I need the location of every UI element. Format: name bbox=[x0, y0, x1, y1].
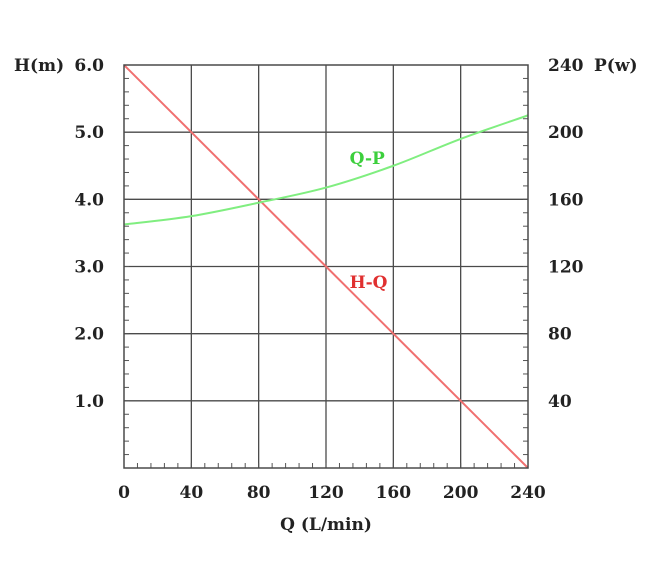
y-right-tick-label: 80 bbox=[548, 325, 572, 345]
y-left-tick-label: 6.0 bbox=[74, 56, 104, 76]
label-layer: H-Q Q-P 0 40 80 120 160 200 240 1.0 2.0 3.0 4.0 5.0 6.… bbox=[14, 56, 638, 535]
y-right-tick-label: 240 bbox=[548, 56, 584, 76]
x-tick-label: 0 bbox=[118, 483, 130, 503]
series-line-q-p bbox=[123, 114, 529, 226]
x-tick-label: 240 bbox=[510, 483, 546, 503]
x-axis-title: Q (L/min) bbox=[280, 515, 372, 535]
x-tick-label: 80 bbox=[247, 483, 271, 503]
x-tick-label: 160 bbox=[376, 483, 412, 503]
series-layer bbox=[123, 64, 529, 469]
y-right-tick-label: 120 bbox=[548, 258, 584, 278]
y-left-tick-label: 4.0 bbox=[74, 190, 104, 210]
series-label-h-q: H-Q bbox=[350, 273, 388, 293]
series-line-h-q bbox=[123, 64, 529, 469]
x-tick-label: 40 bbox=[179, 483, 203, 503]
y-left-axis-title: H(m) bbox=[14, 56, 64, 76]
y-left-tick-label: 3.0 bbox=[74, 258, 104, 278]
series-label-q-p: Q-P bbox=[350, 149, 385, 169]
y-right-tick-label: 200 bbox=[548, 123, 584, 143]
minor-tick-layer bbox=[123, 64, 529, 469]
grid-layer bbox=[124, 65, 528, 468]
y-left-tick-label: 2.0 bbox=[74, 325, 104, 345]
x-tick-label: 200 bbox=[443, 483, 479, 503]
y-right-axis-title: P(w) bbox=[594, 56, 638, 76]
y-left-tick-label: 5.0 bbox=[74, 123, 104, 143]
plot-frame bbox=[123, 64, 529, 469]
y-left-tick-label: 1.0 bbox=[74, 392, 104, 412]
y-right-tick-label: 40 bbox=[548, 392, 572, 412]
x-tick-label: 120 bbox=[308, 483, 344, 503]
y-right-tick-label: 160 bbox=[548, 190, 584, 210]
frame-layer bbox=[123, 64, 529, 469]
